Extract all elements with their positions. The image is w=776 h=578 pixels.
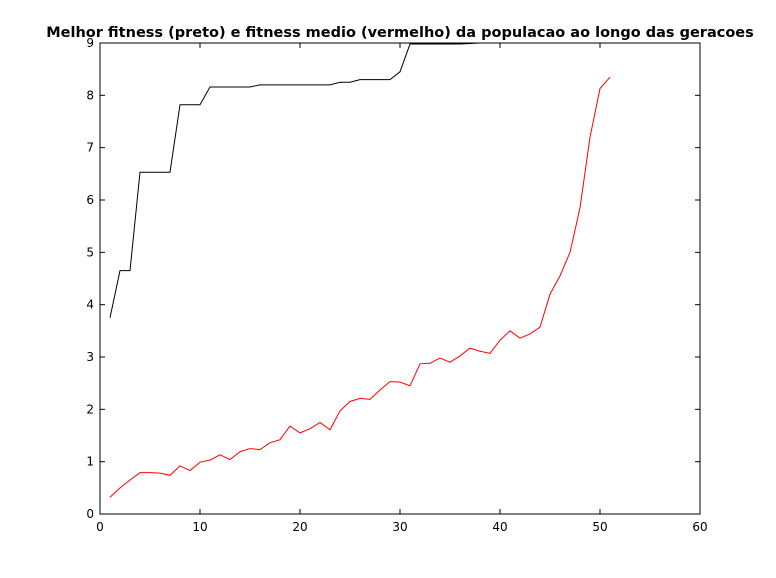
mean-fitness-line <box>109 76 611 498</box>
y-tick-label: 4 <box>86 298 94 312</box>
y-tick-label: 1 <box>86 455 94 469</box>
x-tick-label: 60 <box>692 520 707 534</box>
y-tick-label: 2 <box>86 402 94 416</box>
x-tick-label: 30 <box>392 520 407 534</box>
x-tick-label: 0 <box>96 520 104 534</box>
x-tick-label: 50 <box>592 520 607 534</box>
y-tick-label: 9 <box>86 36 94 50</box>
best-fitness-line <box>109 43 490 318</box>
y-tick-label: 3 <box>86 350 94 364</box>
y-tick-label: 6 <box>86 193 94 207</box>
axes-layer: 0 10 20 30 40 50 60 0 1 2 3 4 5 6 7 8 9 <box>86 36 707 534</box>
y-tick-label: 7 <box>86 141 94 155</box>
y-tick-label: 5 <box>86 245 94 259</box>
chart-title: Melhor fitness (preto) e fitness medio (… <box>46 25 754 41</box>
x-tick-label: 20 <box>292 520 307 534</box>
x-tick-label: 40 <box>492 520 507 534</box>
y-tick-label: 8 <box>86 88 94 102</box>
x-tick-label: 10 <box>192 520 207 534</box>
y-tick-label: 0 <box>86 507 94 521</box>
series-layer <box>109 43 611 498</box>
